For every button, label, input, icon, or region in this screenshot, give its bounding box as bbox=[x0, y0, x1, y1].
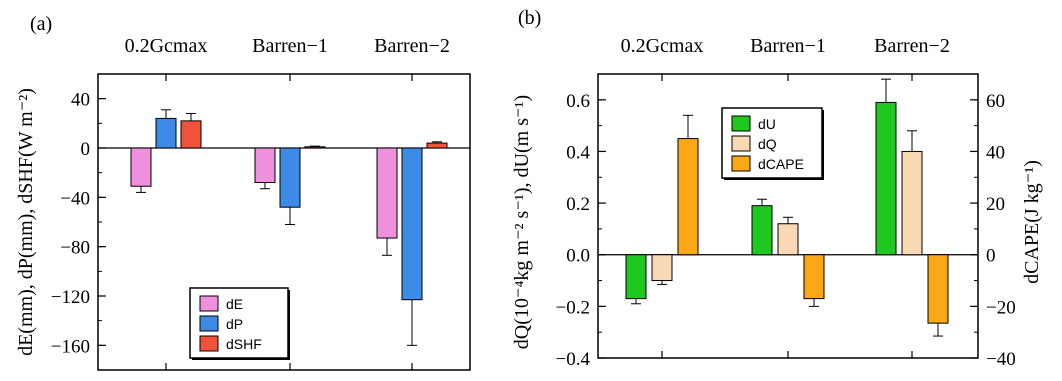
y-tick-label-left-a: 40 bbox=[71, 90, 90, 111]
bar-de-barren-1 bbox=[254, 147, 276, 184]
bar-dq-0-2gcmax bbox=[651, 254, 673, 282]
plot-frame-b bbox=[597, 73, 979, 359]
category-label-b: 0.2Gcmax bbox=[621, 35, 704, 57]
legend-a: dE dP dSHF bbox=[189, 287, 290, 360]
y-tick-label-left-b: 0.4 bbox=[566, 142, 590, 163]
category-labels-a: 0.2Gcmax Barren−1 Barren−2 bbox=[125, 35, 450, 370]
panel-b: (b) dQ(10⁻⁴kg m⁻² s⁻¹), dU(m s⁻¹) dCAPE(… bbox=[511, 7, 1043, 370]
legend-swatch-dshf bbox=[199, 335, 219, 352]
legend-label-du: dU bbox=[758, 116, 776, 132]
legend-label-dq: dQ bbox=[758, 136, 777, 152]
y-tick-label-left-a: −120 bbox=[51, 287, 90, 308]
y-axis-title-right-b: dCAPE(J kg⁻¹) bbox=[1021, 160, 1043, 284]
category-label-b: Barren−2 bbox=[874, 35, 950, 57]
ticks-b: 0.6 0.4 0.2 0.0 −0.2 −0.4 60 40 20 0 −20 −40 bbox=[556, 73, 1016, 370]
bar-dcape-barren-1 bbox=[803, 254, 825, 300]
y-tick-label-right-b: 40 bbox=[986, 142, 1005, 163]
category-label-a: Barren−2 bbox=[374, 35, 450, 57]
bar-de-barren-2 bbox=[376, 147, 398, 239]
panel-a: (a) dE(mm), dP(mm), dSHF(W m⁻²) 40 0 −40 −8… bbox=[15, 13, 471, 371]
bar-du-barren-1 bbox=[751, 205, 773, 256]
y-axis-title-left-b: dQ(10⁻⁴kg m⁻² s⁻¹), dU(m s⁻¹) bbox=[511, 95, 533, 349]
category-labels-b: 0.2Gcmax Barren−1 Barren−2 bbox=[621, 35, 950, 358]
y-tick-label-right-b: 0 bbox=[986, 246, 996, 267]
y-tick-label-right-b: −40 bbox=[986, 349, 1016, 370]
y-tick-label-left-a: −80 bbox=[60, 238, 90, 259]
y-tick-label-left-b: −0.2 bbox=[556, 297, 590, 318]
bar-dcape-barren-2 bbox=[927, 254, 949, 324]
bar-du-0-2gcmax bbox=[625, 254, 647, 300]
bar-dp-barren-1 bbox=[279, 147, 301, 208]
y-tick-label-left-b: 0.6 bbox=[566, 91, 590, 112]
bars-b bbox=[625, 78, 949, 337]
y-tick-label-left-a: 0 bbox=[81, 139, 91, 160]
bar-dcape-0-2gcmax bbox=[677, 138, 699, 256]
y-tick-label-left-b: 0.2 bbox=[566, 194, 590, 215]
category-label-a: Barren−1 bbox=[252, 35, 328, 57]
bars-a bbox=[130, 109, 448, 346]
legend-swatch-dcape bbox=[731, 155, 751, 172]
bar-dshf-barren-1 bbox=[304, 146, 326, 149]
bar-dshf-0-2gcmax bbox=[180, 120, 202, 149]
y-tick-label-left-a: −160 bbox=[51, 336, 90, 357]
bar-dq-barren-2 bbox=[901, 150, 923, 256]
y-tick-label-left-b: −0.4 bbox=[556, 349, 591, 370]
legend-label-dcape: dCAPE bbox=[758, 156, 804, 172]
bar-dshf-barren-2 bbox=[426, 142, 448, 149]
bar-de-0-2gcmax bbox=[130, 147, 152, 187]
legend-swatch-dq bbox=[731, 135, 751, 152]
plot-frame-a bbox=[97, 73, 471, 371]
y-axis-title-left-a: dE(mm), dP(mm), dSHF(W m⁻²) bbox=[15, 88, 37, 356]
y-tick-label-left-b: 0.0 bbox=[566, 246, 590, 267]
category-label-a: 0.2Gcmax bbox=[125, 35, 208, 57]
bar-dp-0-2gcmax bbox=[155, 117, 177, 149]
y-tick-label-right-b: 20 bbox=[986, 194, 1005, 215]
legend-label-de: dE bbox=[226, 296, 243, 312]
bar-dp-barren-2 bbox=[401, 147, 423, 301]
legend-label-dp: dP bbox=[226, 316, 243, 332]
y-tick-label-right-b: −20 bbox=[986, 297, 1016, 318]
ticks-a: 40 0 −40 −80 −120 −160 bbox=[51, 73, 470, 371]
legend-swatch-du bbox=[731, 115, 751, 132]
legend-label-dshf: dSHF bbox=[226, 336, 262, 352]
panel-label-b: (b) bbox=[518, 7, 541, 29]
panel-label-a: (a) bbox=[30, 13, 52, 35]
category-label-b: Barren−1 bbox=[750, 35, 826, 57]
bar-dq-barren-1 bbox=[777, 223, 799, 256]
y-tick-label-left-a: −40 bbox=[60, 188, 90, 209]
legend-swatch-dp bbox=[199, 315, 219, 332]
legend-b: dU dQ dCAPE bbox=[721, 107, 824, 180]
bar-du-barren-2 bbox=[875, 101, 897, 256]
legend-swatch-de bbox=[199, 295, 219, 312]
y-tick-label-right-b: 60 bbox=[986, 91, 1005, 112]
